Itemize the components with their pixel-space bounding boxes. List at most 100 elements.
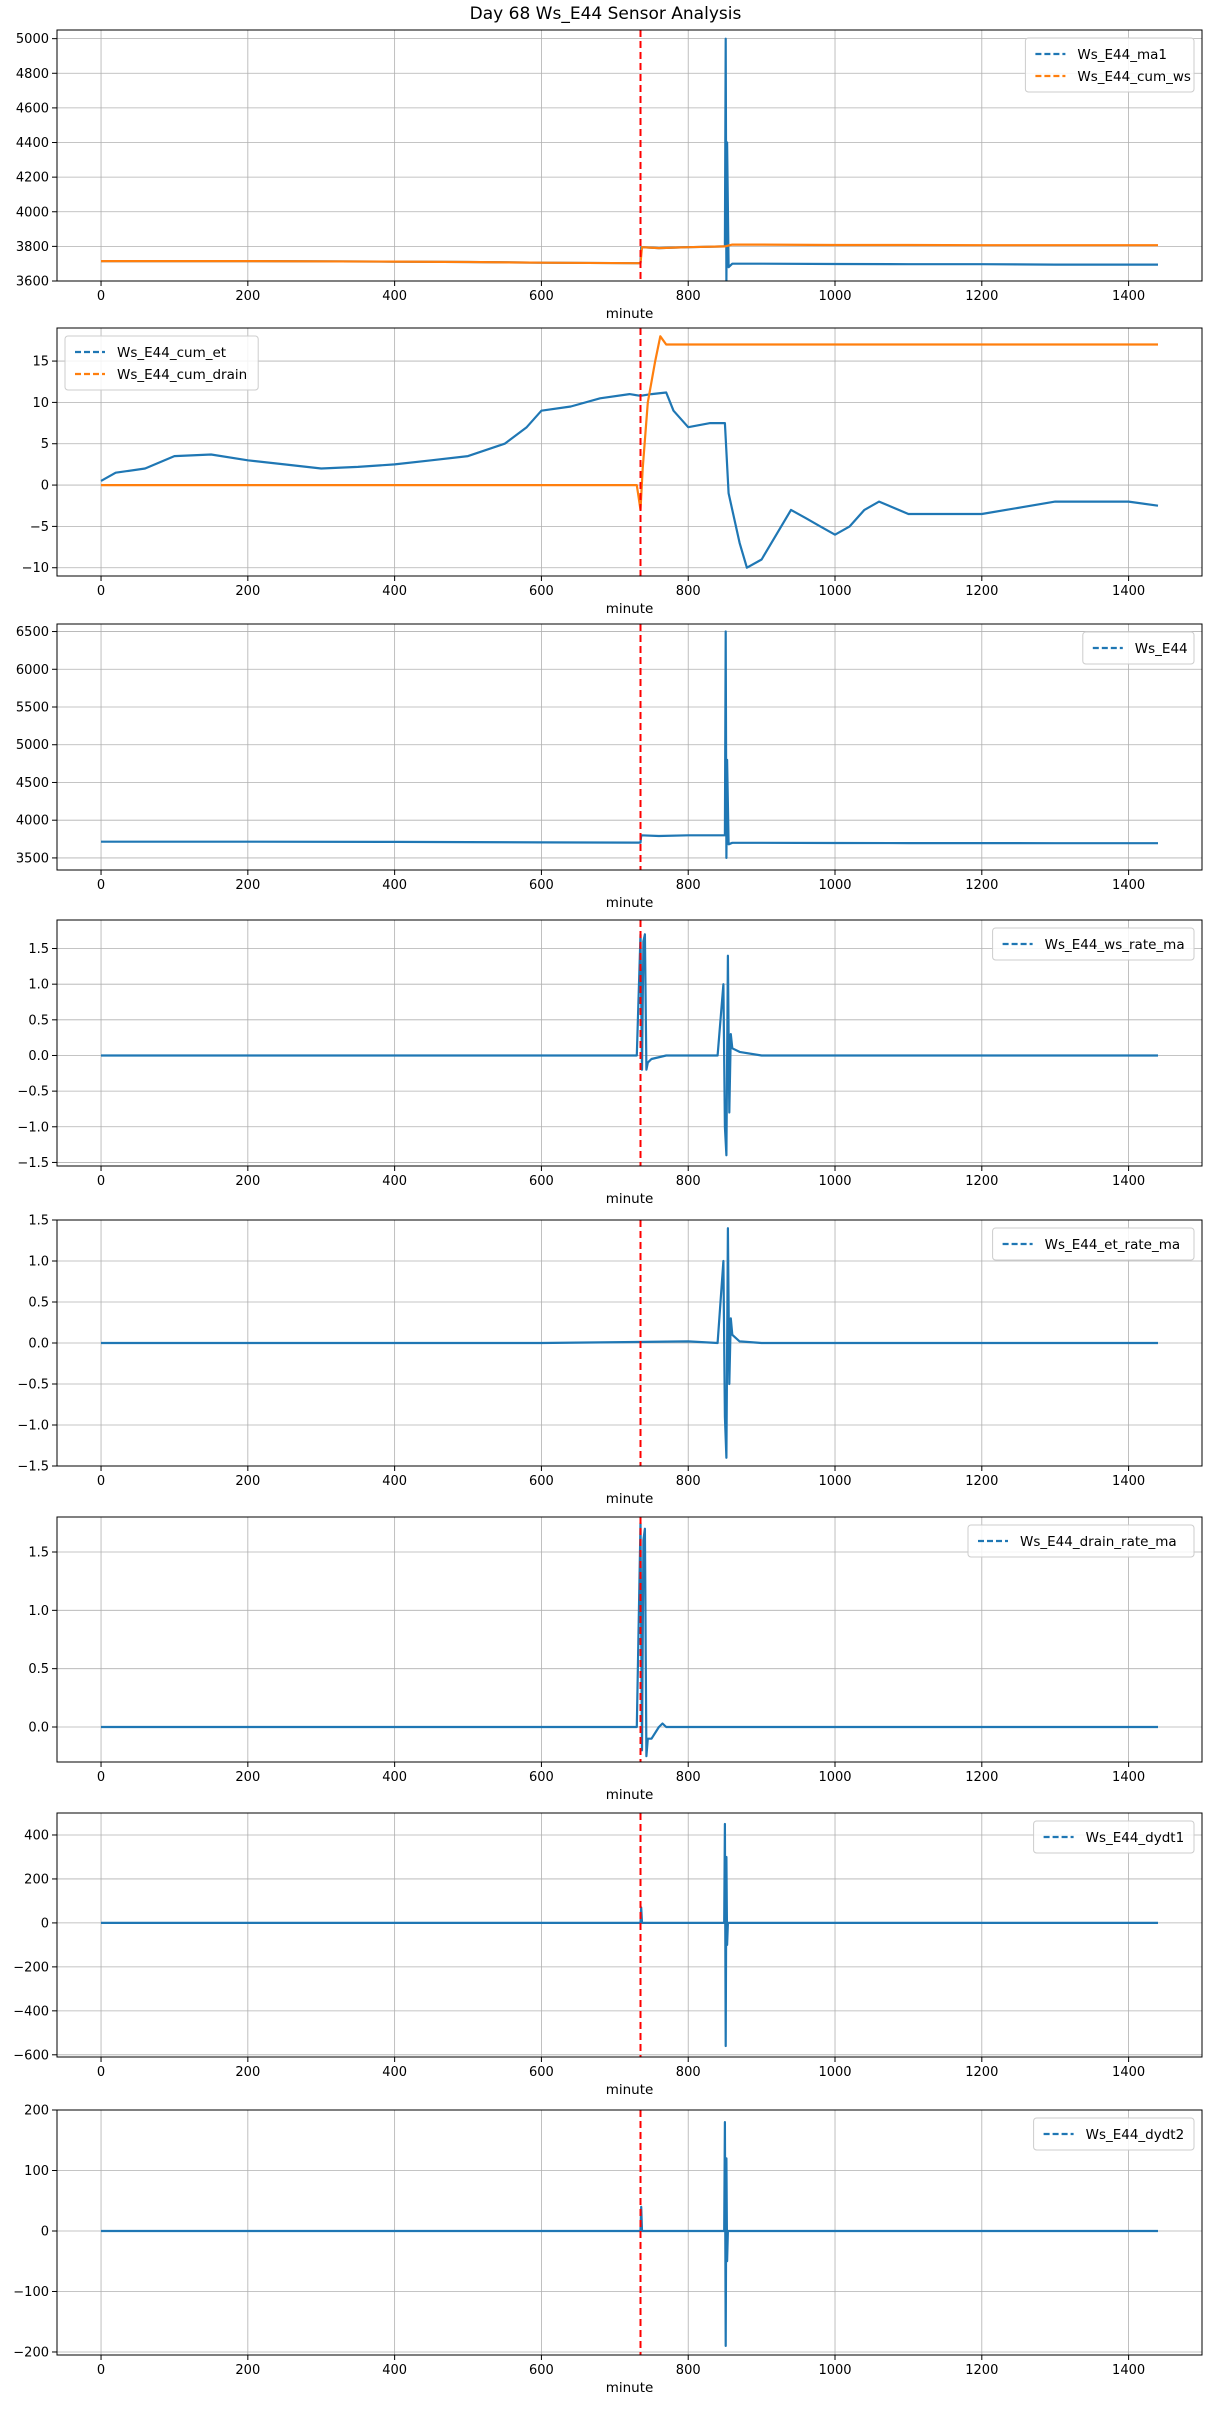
chart-panel-3: 0 200 400 600 800 1000 1200 1400 3500 4000 4500 500…: [16, 623, 1203, 911]
x-tick-label: 1400: [1112, 584, 1145, 599]
axes-frame: [56, 2109, 1203, 2356]
plot-area: [101, 1517, 1158, 1762]
axes-frame: [56, 1812, 1203, 2058]
chart-panel-7: 0 200 400 600 800 1000 1200 1400 −600 −400 −200 0 20…: [13, 1812, 1203, 2098]
chart-panel-1: 0 200 400 600 800 1000 1200 1400 3600 3800 4000 420…: [16, 29, 1203, 322]
y-tick-label: 400: [24, 1828, 49, 1843]
y-tick-label: 1.0: [28, 1604, 49, 1619]
x-tick-label: 1000: [818, 2065, 851, 2080]
y-tick-label: −0.5: [17, 1085, 49, 1100]
x-tick-label: 1400: [1112, 1770, 1145, 1785]
legend: Ws_E44: [1082, 631, 1195, 665]
y-tick-label: −10: [22, 561, 49, 576]
series-line: [101, 630, 1158, 859]
x-tick-label: 0: [97, 1474, 105, 1489]
x-tick-label: 800: [676, 1474, 701, 1489]
legend-box: [967, 1524, 1195, 1558]
axes-frame: [56, 623, 1203, 871]
x-tick-label: 600: [529, 584, 554, 599]
x-tick-label: 1400: [1112, 1474, 1145, 1489]
y-tick-label: −200: [13, 2345, 49, 2360]
y-tick-label: −0.5: [17, 1378, 49, 1393]
x-axis-label: minute: [606, 1191, 654, 1207]
x-tick-label: 1200: [965, 1474, 998, 1489]
y-tick-label: −400: [13, 2004, 49, 2019]
legend: Ws_E44_drain_rate_ma: [967, 1524, 1195, 1558]
x-tick-label: 400: [382, 289, 407, 304]
x-tick-label: 800: [676, 584, 701, 599]
plot-area: [101, 1220, 1158, 1466]
y-tick-label: 200: [24, 2104, 49, 2119]
x-tick-label: 1000: [818, 584, 851, 599]
x-tick-label: 1400: [1112, 2363, 1145, 2378]
legend-entry: Ws_E44_dydt2: [1086, 2127, 1185, 2143]
x-axis-label: minute: [606, 895, 654, 911]
x-tick-label: 0: [97, 584, 105, 599]
y-tick-label: 4500: [16, 776, 49, 791]
axes-frame: [56, 1219, 1203, 1467]
plot-area: [100, 328, 1159, 576]
x-tick-label: 400: [382, 1174, 407, 1189]
x-tick-label: 200: [235, 2065, 260, 2080]
x-tick-label: 1400: [1112, 878, 1145, 893]
chart-panel-4: 0 200 400 600 800 1000 1200 1400 −1.5 −1.0 −0.5 0.0…: [17, 919, 1203, 1207]
legend: Ws_E44_cum_et Ws_E44_cum_drain: [64, 335, 259, 391]
y-tick-label: 0: [41, 2224, 49, 2239]
chart-panel-8: 0 200 400 600 800 1000 1200 1400 −200 −100 0 100 200…: [13, 2104, 1203, 2396]
y-tick-label: 5000: [16, 32, 49, 47]
plot-area: [101, 2110, 1158, 2355]
y-tick-label: 1.0: [28, 1255, 49, 1270]
legend: Ws_E44_dydt1: [1033, 1820, 1195, 1854]
y-tick-label: 3800: [16, 240, 49, 255]
x-tick-label: 0: [97, 1174, 105, 1189]
x-axis-label: minute: [606, 2082, 654, 2098]
x-tick-label: 800: [676, 2065, 701, 2080]
x-tick-label: 1400: [1112, 2065, 1145, 2080]
x-tick-label: 200: [235, 2363, 260, 2378]
plot-area: [101, 1813, 1158, 2057]
x-tick-label: 400: [382, 2363, 407, 2378]
x-tick-label: 600: [529, 289, 554, 304]
y-tick-label: 200: [24, 1872, 49, 1887]
legend-entry: Ws_E44_ws_rate_ma: [1045, 937, 1185, 953]
legend-box: [992, 1227, 1195, 1261]
y-tick-label: 0: [41, 1916, 49, 1931]
legend-entry: Ws_E44: [1135, 641, 1188, 657]
x-tick-label: 1200: [965, 584, 998, 599]
x-tick-label: 200: [235, 1474, 260, 1489]
y-tick-label: 6000: [16, 663, 49, 678]
y-tick-label: −1.5: [17, 1156, 49, 1171]
series-line: [101, 243, 1158, 265]
plot-area: [101, 920, 1158, 1166]
y-tick-label: 1.5: [28, 1214, 49, 1229]
x-tick-label: 1200: [965, 2065, 998, 2080]
y-tick-label: −200: [13, 1960, 49, 1975]
chart-panel-6: 0 200 400 600 800 1000 1200 1400 0.0 0.5 1.0 1.5 min…: [28, 1516, 1203, 1803]
x-tick-label: 400: [382, 1770, 407, 1785]
y-tick-label: 4800: [16, 67, 49, 82]
x-tick-label: 200: [235, 289, 260, 304]
x-tick-label: 0: [97, 2065, 105, 2080]
y-tick-label: 15: [32, 355, 49, 370]
x-tick-label: 1200: [965, 289, 998, 304]
y-tick-label: 1.5: [28, 1546, 49, 1561]
y-tick-label: −1.0: [17, 1419, 49, 1434]
legend-entry: Ws_E44_ma1: [1077, 47, 1167, 63]
y-tick-label: 3600: [16, 275, 49, 290]
series-line: [101, 1521, 1158, 1758]
legend-box: [1033, 1820, 1195, 1854]
x-axis-label: minute: [606, 306, 654, 322]
chart-panel-2: 0 200 400 600 800 1000 1200 1400 −10 −5 0 5 10 15 minu…: [22, 327, 1203, 617]
x-tick-label: 0: [97, 878, 105, 893]
y-tick-label: −1.5: [17, 1460, 49, 1475]
series-line: [101, 2121, 1158, 2347]
x-tick-label: 1000: [818, 289, 851, 304]
y-tick-label: 4600: [16, 101, 49, 116]
axes-frame: [56, 327, 1203, 577]
x-tick-label: 800: [676, 1770, 701, 1785]
plot-area: [101, 30, 1158, 281]
axes-frame: [56, 29, 1203, 282]
x-tick-label: 200: [235, 878, 260, 893]
x-tick-label: 1200: [965, 1770, 998, 1785]
